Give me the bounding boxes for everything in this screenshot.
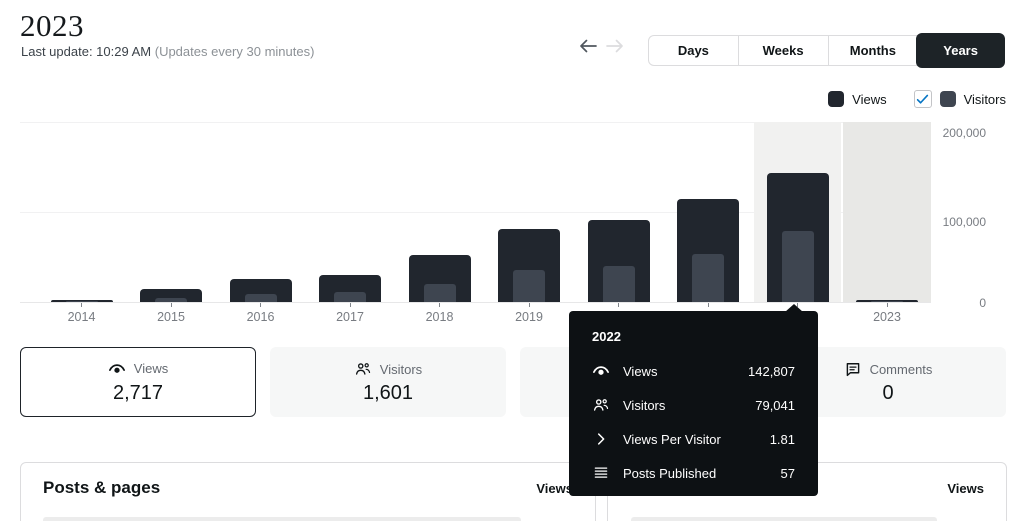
page-title: 2023 (20, 8, 84, 43)
x-axis-label-2015: 2015 (157, 310, 185, 324)
posts-and-pages-title: Posts & pages (43, 478, 161, 497)
visitors-bar-2023[interactable] (871, 300, 903, 302)
list-item[interactable] (631, 517, 937, 521)
visitors-bar-2018[interactable] (423, 283, 456, 302)
views-column-header: Views (947, 480, 984, 496)
views-column-header: Views (536, 480, 573, 496)
y-axis-label-200k: 200,000 (942, 126, 986, 140)
list-item[interactable] (43, 517, 521, 521)
x-tick-2015 (170, 303, 172, 307)
tooltip-arrow (785, 304, 803, 312)
x-tick-2014 (81, 303, 82, 307)
last-update-time: Last update: 10:29 AM (21, 44, 152, 59)
gridline-100k (20, 212, 931, 213)
stat-card-visitors[interactable]: Visitors 1,601 (270, 347, 506, 417)
visitors-legend-swatch (939, 91, 956, 107)
card-label: Visitors (379, 361, 423, 377)
x-tick-2017 (349, 303, 351, 307)
card-value: 2,717 (112, 381, 164, 404)
x-tick-2018 (439, 303, 440, 307)
visitors-bar-2022[interactable] (781, 230, 814, 302)
last-update-text: Last update: 10:29 AM (Updates every 30 … (21, 44, 315, 59)
visitors-bar-2016[interactable] (244, 293, 277, 302)
y-axis-label-100k: 100,000 (942, 215, 986, 229)
views-legend-swatch (828, 91, 845, 107)
x-axis-label-2023: 2023 (873, 310, 901, 324)
x-axis-label-2017: 2017 (336, 310, 364, 324)
column-highlight-2023 (843, 122, 931, 302)
comment-icon (846, 363, 859, 377)
eye-icon (592, 362, 610, 380)
visitors-bar-2020[interactable] (602, 266, 635, 302)
tab-days[interactable]: Days (649, 36, 738, 65)
chart-legend: Views Visitors (828, 90, 1006, 108)
x-axis-label-2014: 2014 (67, 310, 96, 324)
y-axis-label-0: 0 (979, 296, 986, 310)
card-label: Comments (869, 361, 933, 377)
tab-months[interactable]: Months (827, 36, 918, 65)
chart-tooltip: 2022 Views 142,807 Visitors 79,041 (569, 304, 818, 496)
visitors-checkbox[interactable] (913, 90, 932, 108)
x-axis-label-2018: 2018 (425, 310, 454, 324)
gridline-200k (20, 122, 931, 123)
x-tick-2023 (886, 303, 888, 307)
people-icon (355, 363, 370, 375)
tooltip-row-visitors: Visitors 79,041 (592, 388, 795, 422)
tooltip-row-views: Views 142,807 (592, 354, 795, 388)
visitors-bar-2019[interactable] (513, 269, 545, 302)
tab-weeks[interactable]: Weeks (737, 36, 828, 65)
x-tick-2019 (528, 303, 530, 307)
visitors-bar-2015[interactable] (155, 298, 187, 302)
x-axis-label-2016: 2016 (246, 310, 275, 324)
check-icon (916, 94, 929, 104)
stat-card-views[interactable]: Views 2,717 (20, 347, 256, 417)
previous-period-button[interactable] (576, 37, 600, 57)
people-icon (592, 396, 610, 414)
tooltip-row-posts-published: Posts Published 57 (592, 456, 795, 490)
card-value: 1,601 (362, 382, 414, 404)
card-value: 0 (882, 382, 894, 404)
posts-and-pages-panel: Posts & pages Views (20, 462, 596, 521)
lines-icon (592, 464, 610, 482)
arrow-right-icon (606, 39, 623, 53)
visitors-bar-2021[interactable] (692, 254, 724, 302)
tooltip-title: 2022 (592, 329, 621, 344)
tab-years[interactable]: Years (916, 33, 1005, 68)
x-tick-2020 (618, 303, 619, 307)
period-tabs: Days Weeks Months Years (648, 33, 1005, 68)
visitors-bar-2014[interactable] (65, 301, 98, 302)
x-tick-2021 (707, 303, 709, 307)
card-label: Views (133, 361, 169, 376)
visitors-bar-2017[interactable] (334, 292, 366, 302)
x-axis-label-2019: 2019 (515, 310, 543, 324)
visitors-legend-label: Visitors (963, 91, 1006, 107)
tooltip-row-views-per-visitor: Views Per Visitor 1.81 (592, 422, 795, 456)
views-legend-label: Views (852, 91, 887, 107)
x-tick-2016 (260, 303, 261, 307)
next-period-button[interactable] (603, 37, 627, 57)
chart-baseline (20, 302, 931, 303)
chevron-right-icon (592, 430, 610, 448)
eye-icon (108, 363, 125, 373)
arrow-left-icon (580, 39, 597, 53)
